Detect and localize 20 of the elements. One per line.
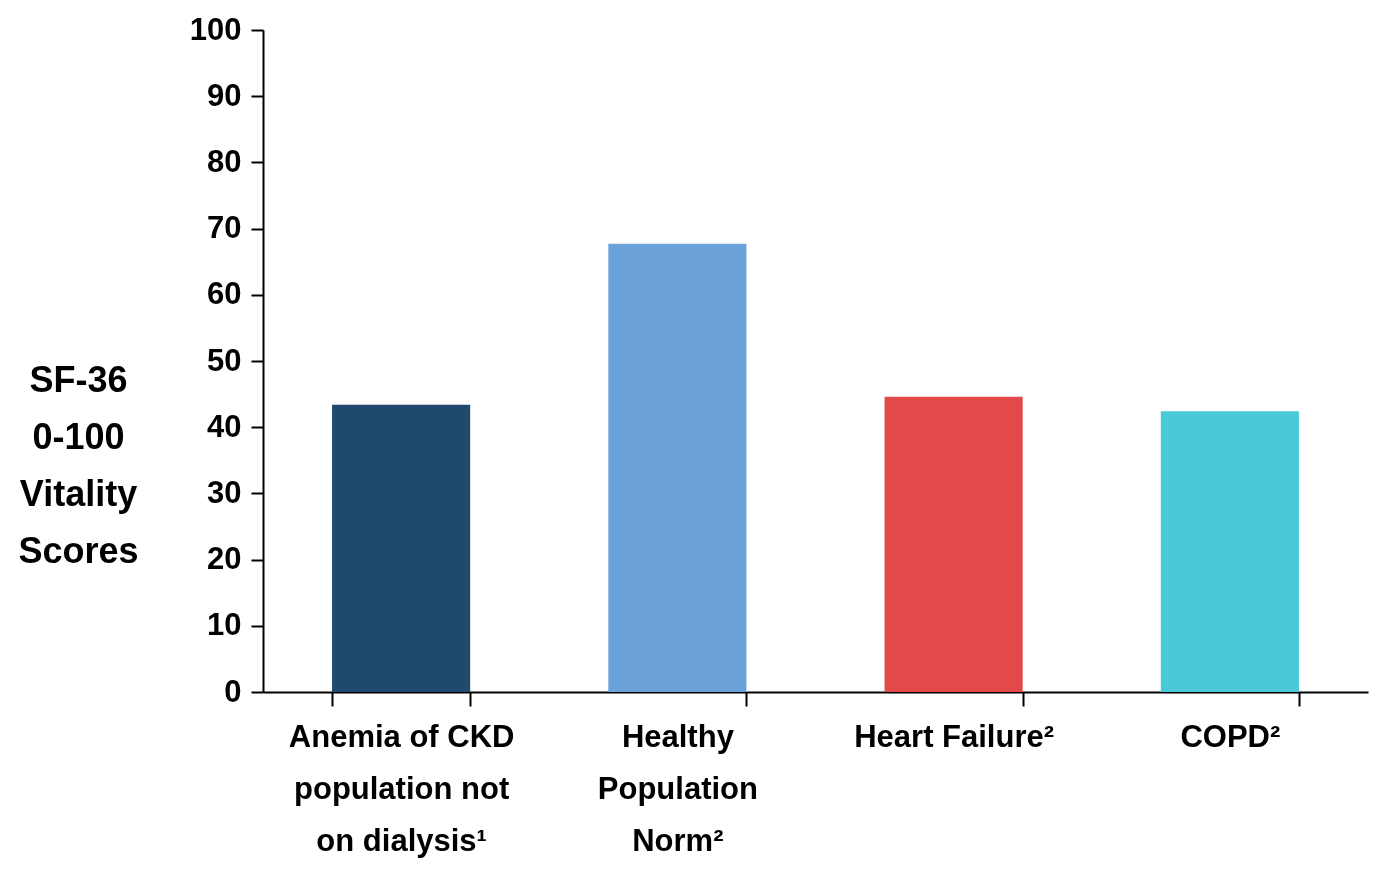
y-tick-label: 80	[207, 143, 242, 179]
bar	[332, 404, 471, 692]
bar	[608, 243, 747, 692]
y-tick-label: 10	[207, 607, 242, 643]
y-tick-label: 50	[207, 342, 242, 378]
x-tick-label: Anemia of CKD population not on dialysis¹	[288, 718, 515, 858]
y-tick-label: 60	[207, 276, 242, 312]
y-tick-label: 40	[207, 408, 242, 444]
y-tick-label: 90	[207, 77, 242, 113]
bar	[1160, 411, 1299, 692]
x-tick-label: Heart Failure²	[854, 718, 1055, 754]
y-tick-label: 30	[207, 474, 242, 510]
bar	[884, 396, 1023, 692]
y-tick-label: 100	[189, 11, 242, 47]
x-tick-label: Healthy Population Norm²	[597, 718, 758, 858]
y-tick-label: 0	[224, 673, 242, 709]
y-tick-label: 20	[207, 541, 242, 577]
y-tick-label: 70	[207, 210, 242, 246]
x-tick-label: COPD²	[1180, 718, 1281, 754]
y-axis-title: SF-36 0-100 Vitality Scores	[18, 358, 139, 571]
